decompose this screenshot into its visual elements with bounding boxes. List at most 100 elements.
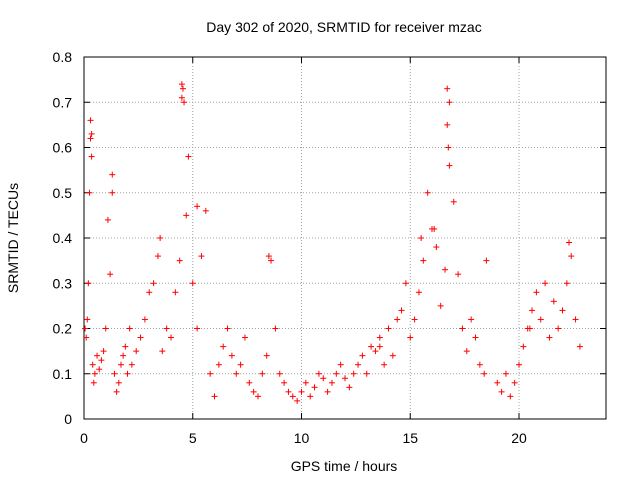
data-point (337, 361, 344, 368)
data-point (376, 343, 383, 350)
data-point (276, 370, 283, 377)
data-point (87, 135, 94, 142)
data-point (255, 393, 261, 400)
data-point (86, 189, 93, 196)
data-point (324, 388, 331, 395)
data-point (563, 280, 570, 287)
data-point (117, 361, 124, 368)
data-point (98, 357, 105, 364)
y-tick-label: 0.6 (53, 140, 73, 156)
data-point (555, 325, 562, 332)
data-point (568, 253, 575, 260)
data-point (250, 388, 257, 395)
data-point (444, 85, 451, 92)
data-point (542, 280, 549, 287)
data-point (89, 361, 96, 368)
data-point (281, 379, 288, 386)
data-point (88, 130, 95, 137)
data-point (122, 343, 129, 350)
data-point (476, 361, 483, 368)
data-point (355, 361, 362, 368)
data-point (520, 343, 527, 350)
data-point (113, 388, 120, 395)
data-point (420, 257, 427, 264)
data-point (109, 171, 116, 178)
data-point (185, 153, 192, 160)
data-point (289, 393, 296, 400)
y-tick-label: 0.8 (53, 49, 73, 65)
data-point (372, 348, 379, 355)
y-axis: 0 0.1 0.2 0.3 0.4 0.5 0.6 0.7 0.8 (53, 49, 606, 427)
data-point (394, 316, 401, 323)
data-point (368, 343, 375, 350)
data-point (237, 361, 244, 368)
data-point (359, 352, 366, 359)
data-point (533, 289, 540, 296)
x-tick-label: 0 (80, 430, 88, 446)
data-point (445, 144, 452, 151)
data-point (107, 271, 114, 278)
data-point (90, 379, 97, 386)
data-point (320, 375, 327, 382)
data-point (333, 370, 340, 377)
data-point (572, 316, 579, 323)
data-point (150, 280, 157, 287)
data-point (285, 388, 292, 395)
data-point (444, 121, 451, 128)
data-point (178, 81, 185, 88)
data-point (272, 325, 279, 332)
data-point (424, 189, 431, 196)
chart-title: Day 302 of 2020, SRMTID for receiver mza… (206, 19, 481, 35)
data-point (346, 384, 353, 391)
data-point (459, 325, 466, 332)
data-point (246, 379, 253, 386)
data-point (442, 266, 449, 273)
data-point (202, 207, 209, 214)
data-point (455, 271, 462, 278)
data-point (302, 379, 309, 386)
data-point (468, 316, 475, 323)
data-point (411, 316, 418, 323)
data-point (124, 370, 131, 377)
data-point (507, 393, 514, 400)
data-point (207, 370, 214, 377)
data-point (398, 307, 405, 314)
data-point (181, 99, 188, 106)
data-point (120, 352, 127, 359)
data-point (385, 325, 392, 332)
data-point (511, 379, 518, 386)
y-axis-label: SRMTID / TECUs (5, 183, 21, 293)
data-point (104, 216, 111, 223)
data-point (363, 370, 370, 377)
data-point (376, 334, 383, 341)
data-point (102, 325, 109, 332)
data-point (241, 334, 248, 341)
data-point (115, 379, 122, 386)
data-point (407, 334, 414, 341)
data-point (529, 307, 536, 314)
data-point (389, 352, 396, 359)
data-series (82, 81, 583, 404)
data-point (481, 370, 488, 377)
y-tick-label: 0.3 (53, 275, 73, 291)
x-tick-label: 10 (294, 430, 310, 446)
data-point (307, 393, 314, 400)
data-point (146, 289, 153, 296)
data-point (194, 203, 201, 210)
data-point (537, 316, 544, 323)
data-point (211, 393, 218, 400)
data-point (472, 334, 479, 341)
data-point (350, 370, 357, 377)
data-point (94, 352, 101, 359)
data-point (154, 253, 161, 260)
data-point (315, 370, 322, 377)
data-point (446, 162, 453, 169)
data-point (381, 361, 388, 368)
data-point (494, 379, 501, 386)
data-point (437, 302, 444, 309)
data-point (168, 334, 174, 341)
data-point (215, 361, 222, 368)
data-point (172, 289, 179, 296)
y-tick-label: 0 (64, 411, 72, 427)
data-point (176, 257, 183, 264)
